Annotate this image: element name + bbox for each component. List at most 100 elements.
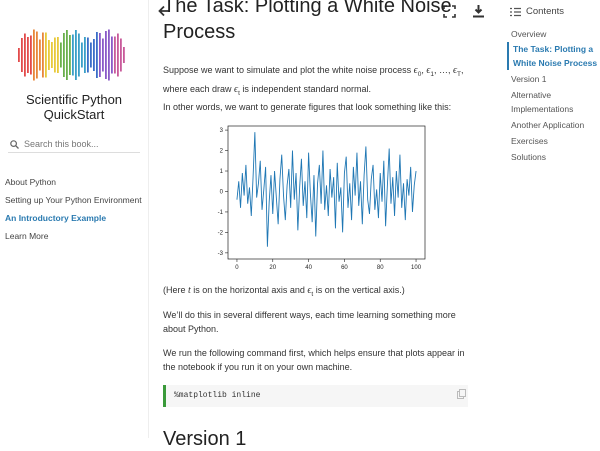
logo-bar [60,42,62,68]
caption: (Here t is on the horizontal axis and ϵt… [163,283,475,302]
search-icon [10,140,19,149]
math: t [188,285,191,296]
y-tick-label: 2 [220,149,224,155]
logo-bar [111,36,113,74]
figure: -3 -2 -1 0 1 2 3 0 20 40 60 80 100 [218,125,426,271]
x-tick-label: 80 [377,265,384,271]
toc-link[interactable]: Another Application [511,120,585,130]
nav-link[interactable]: Learn More [5,231,49,241]
math: ϵ [234,83,239,95]
toc-link[interactable]: Exercises [511,136,548,146]
text: , [421,65,427,75]
logo-bar [39,39,41,71]
x-tick-label: 100 [411,265,422,271]
logo-bar [120,38,122,72]
x-tick-label: 40 [305,265,312,271]
nav-link[interactable]: About Python [5,177,57,187]
page-heading: The Task: Plotting a White Noise Process [163,0,452,43]
site-title: Scientific Python QuickStart [25,92,123,122]
x-tick-label: 20 [269,265,276,271]
logo [18,29,125,81]
sidebar: Scientific Python QuickStart Search this… [0,0,149,438]
logo-bar [123,47,125,63]
text: In other words, we want to generate figu… [163,102,452,112]
math-subscript: 1 [430,70,434,78]
text: is on the vertical axis.) [313,285,405,295]
logo-bar [27,37,29,73]
logo-bar [96,32,98,78]
y-tick-label: 0 [220,189,224,195]
logo-bar [93,39,95,71]
search-placeholder: Search this book... [24,139,99,149]
toc-link[interactable]: The Task: Plotting a White Noise Process [507,42,598,70]
logo-bar [42,32,44,78]
x-tick-label: 0 [235,265,239,271]
logo-bar [72,34,74,76]
toc-link[interactable]: Version 1 [511,74,547,84]
logo-bar [69,35,71,75]
math: ϵ [426,65,431,76]
text: is on the horizontal axis and [190,285,308,295]
paragraph: We’ll do this in several different ways,… [163,308,475,336]
data-line [236,132,417,247]
logo-bar [30,35,32,75]
logo-bar [24,33,26,77]
math-subscript: t [311,290,314,298]
copy-button[interactable] [457,389,466,399]
search-box[interactable]: Search this book... [8,137,140,153]
nav-link[interactable]: An Introductory Example [5,213,107,223]
download-button[interactable] [472,4,485,18]
y-tick-label: -3 [218,251,224,257]
logo-bar [33,29,35,81]
back-button[interactable] [157,4,171,18]
toc-link[interactable]: Overview [511,29,547,39]
math-subscript: t [238,89,240,97]
paragraph: In other words, we want to generate figu… [163,100,475,114]
math: ϵ [453,65,458,76]
y-tick-label: -2 [218,230,224,236]
text: is independent standard normal. [239,83,371,94]
math: ϵ [307,285,312,296]
logo-bar [108,29,110,81]
logo-bar [87,37,89,73]
nav-link[interactable]: Setting up Your Python Environment [5,195,142,205]
plot-frame [227,125,426,260]
text: We run the following command first, whic… [163,348,465,372]
logo-bar [45,32,47,78]
text: (Here [163,285,189,295]
text: , where each draw [163,65,464,94]
logo-bar [54,37,56,73]
logo-bar [114,36,116,74]
y-tick-label: -1 [218,210,224,216]
code-text: %matplotlib inline [174,391,261,400]
logo-bar [84,37,86,73]
logo-bar [102,38,104,72]
logo-bar [21,38,23,72]
x-tick-label: 60 [341,265,348,271]
logo-bar [78,33,80,77]
toc-link[interactable]: Alternative Implementations [511,90,574,114]
logo-bar [63,33,65,77]
fullscreen-button[interactable] [443,5,456,18]
text: Suppose we want to simulate and plot the… [163,65,414,75]
toc-link[interactable]: Solutions [511,152,546,162]
paragraph: Suppose we want to simulate and plot the… [163,63,475,101]
math: ϵ [413,65,418,76]
logo-bar [81,42,83,68]
code-block: %matplotlib inline [163,385,468,407]
logo-bar [99,33,101,77]
logo-bar [18,48,20,62]
logo-bar [117,33,119,77]
logo-bar [36,31,38,79]
logo-bar [75,30,77,80]
logo-bar [105,31,107,79]
paragraph: We run the following command first, whic… [163,346,475,374]
logo-bar [48,40,50,70]
math-subscript: 0 [417,70,422,78]
logo-bar [57,37,59,73]
logo-bar [66,30,68,80]
y-tick-label: 1 [220,169,224,175]
contents-icon [510,7,521,17]
text: , …, [433,65,453,75]
